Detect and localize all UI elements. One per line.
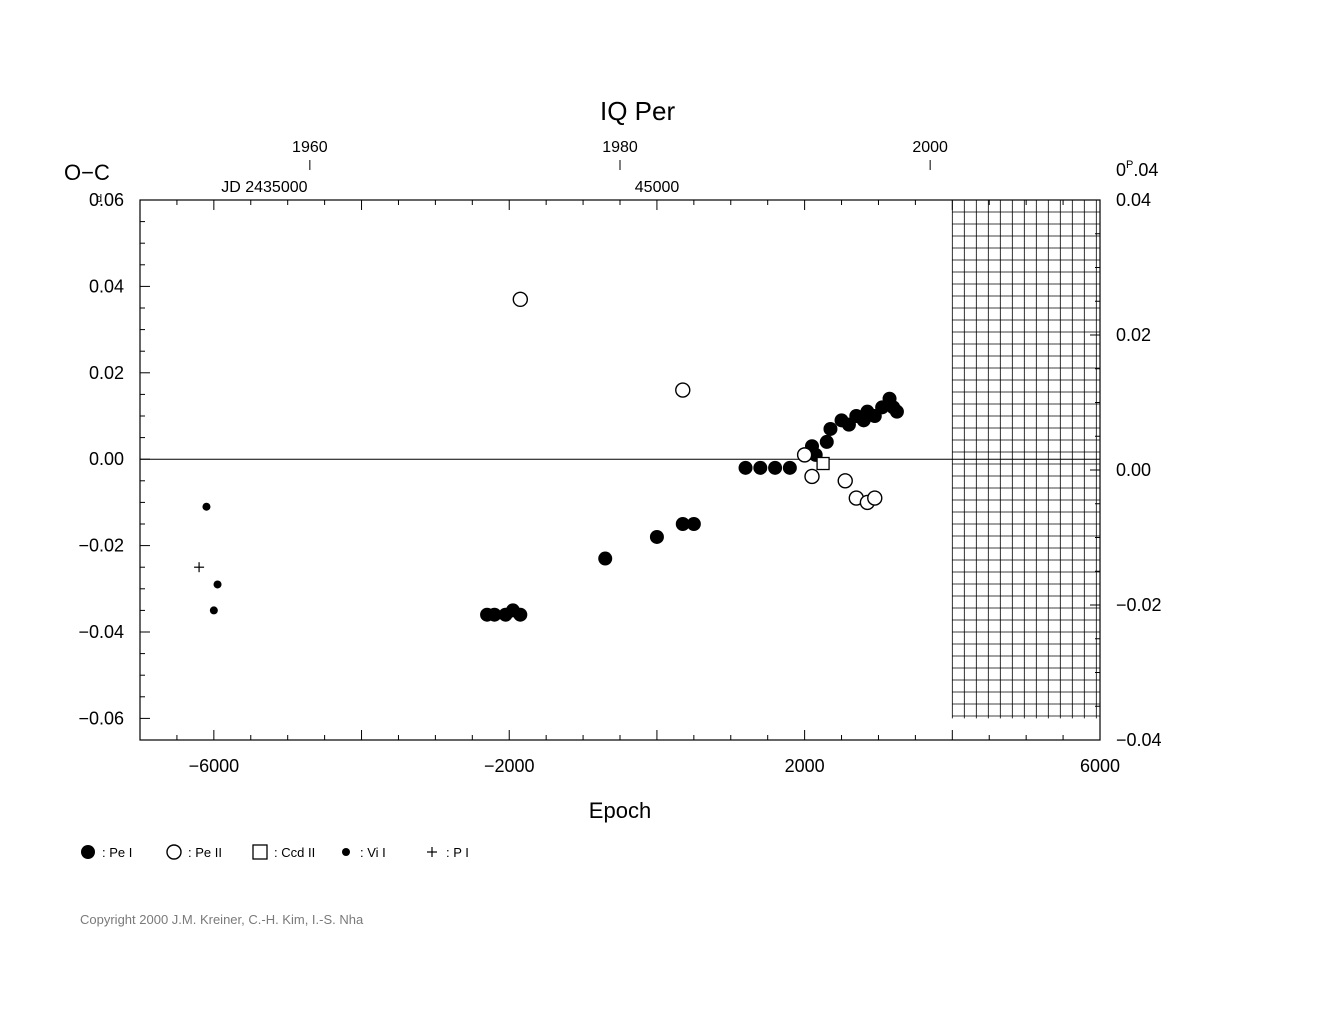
- yl-tick-label: 0.04: [89, 276, 124, 296]
- yl-tick-label: −0.04: [78, 622, 124, 642]
- legend-pe1: : Pe I: [81, 845, 132, 860]
- legend-vi1: : Vi I: [342, 845, 386, 860]
- yr-tick-label: −0.04: [1116, 730, 1162, 750]
- series-ccd2: [817, 458, 829, 470]
- top-year-label: 2000: [912, 139, 948, 156]
- yl-tick-label: 0.00: [89, 449, 124, 469]
- x-tick-label: 2000: [785, 756, 825, 776]
- yl-axis-label: O−C: [64, 160, 110, 185]
- legend-ccd2: : Ccd II: [253, 845, 315, 860]
- series-p1: [194, 562, 204, 572]
- x-tick-label: −6000: [189, 756, 240, 776]
- yl-tick-label: −0.06: [78, 708, 124, 728]
- yl-sup: d: [96, 193, 102, 205]
- yr-tick-label: −0.02: [1116, 595, 1162, 615]
- yr-tick-label: 0.00: [1116, 460, 1151, 480]
- yr-tick-label: 0.02: [1116, 325, 1151, 345]
- yr-top-label: 0P.04: [1116, 159, 1158, 180]
- x-tick-label: −2000: [484, 756, 535, 776]
- top-year-label: 1960: [292, 139, 328, 156]
- yl-tick-label: 0.06: [89, 190, 124, 210]
- chart-title: IQ Per: [600, 96, 675, 126]
- legend-pe2: : Pe II: [167, 845, 222, 860]
- svg-text:: Vi I: : Vi I: [360, 845, 386, 860]
- copyright-text: Copyright 2000 J.M. Kreiner, C.-H. Kim, …: [80, 912, 363, 927]
- legend-p1: : P I: [427, 845, 469, 860]
- jd-label-left: JD 2435000: [221, 179, 307, 196]
- svg-text:: P I: : P I: [446, 845, 469, 860]
- x-axis-label: Epoch: [589, 798, 651, 823]
- yl-tick-label: −0.02: [78, 536, 124, 556]
- svg-text:: Pe II: : Pe II: [188, 845, 222, 860]
- series-vi1: [202, 503, 221, 615]
- series-pe1: [480, 392, 904, 622]
- svg-text:: Pe I: : Pe I: [102, 845, 132, 860]
- top-year-label: 1980: [602, 139, 638, 156]
- jd-label-center: 45000: [635, 179, 680, 196]
- x-tick-label: 6000: [1080, 756, 1120, 776]
- series-pe2: [513, 292, 881, 509]
- yr-tick-label: 0.04: [1116, 190, 1151, 210]
- yl-tick-label: 0.02: [89, 363, 124, 383]
- oc-scatter-chart: IQ Per −6000 −2000 2000 6000 Epoch −0.06 −0.04 −…: [0, 0, 1325, 1020]
- plot-frame: [140, 200, 1100, 740]
- svg-text:: Ccd II: : Ccd II: [274, 845, 315, 860]
